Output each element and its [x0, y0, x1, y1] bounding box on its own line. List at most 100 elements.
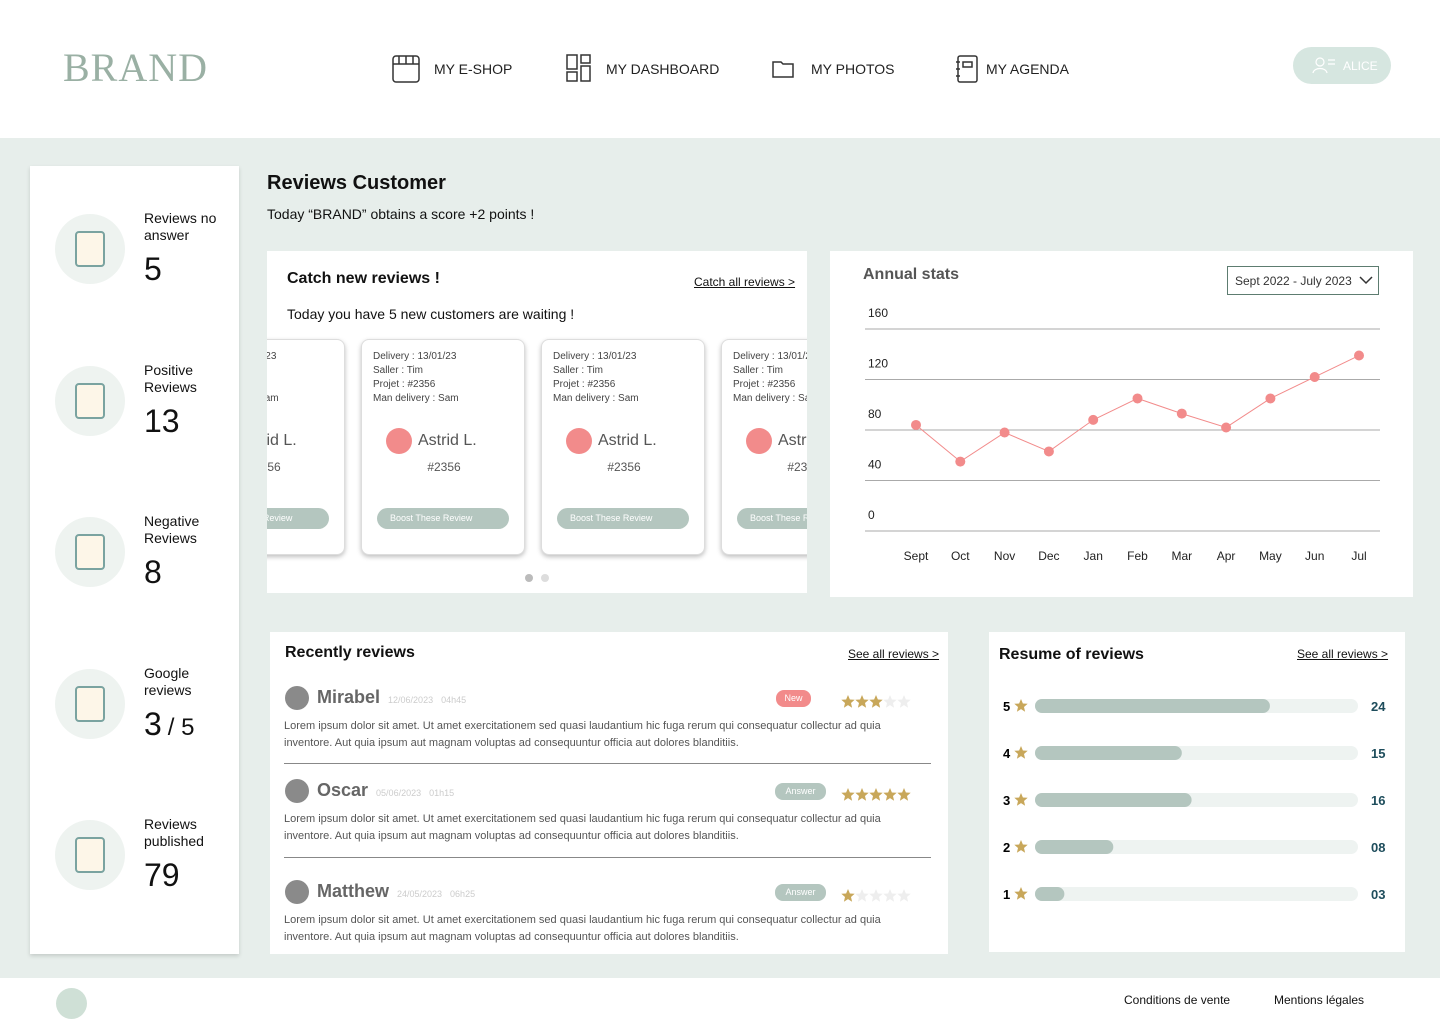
- resume-title: Resume of reviews: [999, 646, 1144, 663]
- resume-panel: [989, 632, 1405, 952]
- card-button[interactable]: Boost These Review: [737, 508, 807, 529]
- carousel-dot[interactable]: [525, 574, 533, 582]
- card-name: Astrid L.: [778, 432, 807, 449]
- separator: [284, 763, 931, 764]
- card-button[interactable]: Boost These Review: [557, 508, 689, 529]
- stat-label: Google reviews: [144, 664, 192, 698]
- card-button[interactable]: Boost These Review: [267, 508, 329, 529]
- review-time: 04h45: [441, 695, 467, 705]
- card-detail: Delivery : 13/01/23: [267, 351, 277, 362]
- stat-number: 13: [144, 402, 180, 439]
- card-name: Astrid L.: [418, 432, 477, 449]
- card-detail: Man delivery : Sam: [267, 393, 279, 404]
- resume-link[interactable]: See all reviews >: [1297, 647, 1389, 661]
- catch-panel: [267, 251, 807, 593]
- catch-link[interactable]: Catch all reviews >: [694, 275, 796, 289]
- stat-icon: [75, 685, 105, 722]
- range-text[interactable]: Sept 2022 - July 2023: [1235, 274, 1352, 288]
- recent-panel: [270, 632, 948, 954]
- card-id: #2356: [267, 460, 281, 474]
- brand[interactable]: BRAND: [63, 45, 209, 90]
- review-time: 06h25: [450, 889, 476, 899]
- review-badge: Answer: [775, 884, 826, 901]
- nav-item[interactable]: MY AGENDA: [986, 61, 1069, 77]
- stat-label: Reviews published: [144, 816, 204, 849]
- nav-item[interactable]: MY DASHBOARD: [606, 61, 720, 77]
- card-avatar: [386, 428, 412, 454]
- stat-value: 8: [144, 554, 162, 591]
- review-badge: Answer: [775, 783, 826, 800]
- reviewer-avatar: [285, 686, 309, 710]
- stat-value: 3/ 5: [144, 706, 194, 743]
- footer-link[interactable]: Mentions légales: [1274, 993, 1365, 1007]
- review-text: Lorem ipsum dolor sit amet. Ut amet exer…: [284, 914, 881, 943]
- header: [0, 0, 1440, 138]
- stat-suffix: / 5: [167, 713, 195, 741]
- carousel-dot[interactable]: [541, 574, 549, 582]
- stat-number: 8: [144, 554, 162, 590]
- card-name: Astrid L.: [598, 432, 657, 449]
- review-date: 12/06/2023: [388, 695, 434, 705]
- review-text: Lorem ipsum dolor sit amet. Ut amet exer…: [284, 720, 881, 749]
- cards-carousel: Delivery : 13/01/23 Saller : Tim Projet : …: [267, 330, 807, 570]
- catch-title: Catch new reviews !: [287, 270, 440, 287]
- stat-label: Positive Reviews: [144, 361, 197, 395]
- stat-label: Negative Reviews: [144, 513, 200, 546]
- card-avatar: [566, 428, 592, 454]
- footer-logo: [56, 988, 87, 1019]
- reviewer-name: Oscar: [317, 780, 369, 800]
- card-detail: Projet : #2356: [733, 379, 796, 390]
- card-avatar: [746, 428, 772, 454]
- card-detail: Delivery : 13/01/23: [553, 351, 637, 362]
- card-detail: Projet : #2356: [373, 379, 436, 390]
- footer: [0, 978, 1440, 1024]
- card-detail: Man delivery : Sam: [733, 393, 807, 404]
- card-detail: Man delivery : Sam: [553, 393, 639, 404]
- stat-value: 79: [144, 857, 180, 894]
- review-card: Delivery : 13/01/23 Saller : Tim Projet : …: [721, 339, 807, 555]
- review-badge: New: [776, 690, 811, 707]
- user-name[interactable]: ALICE: [1343, 59, 1378, 73]
- reviewer-avatar: [285, 779, 309, 803]
- card-name: Astrid L.: [267, 432, 297, 449]
- card-detail: Delivery : 13/01/23: [373, 351, 457, 362]
- stat-number: 5: [144, 251, 162, 287]
- stat-value: 13: [144, 403, 180, 440]
- reviewer-avatar: [285, 880, 309, 904]
- recent-link[interactable]: See all reviews >: [848, 647, 940, 661]
- card-id: #2356: [607, 460, 641, 474]
- stat-icon: [75, 534, 105, 570]
- reviewer-row: Oscar 05/06/2023 01h15: [317, 780, 454, 801]
- card-detail: Saller : Tim: [373, 365, 424, 376]
- card-detail: Saller : Tim: [733, 365, 784, 376]
- reviewer-name: Matthew: [317, 881, 389, 901]
- review-text: Lorem ipsum dolor sit amet. Ut amet exer…: [284, 813, 881, 842]
- nav-item[interactable]: MY PHOTOS: [811, 61, 895, 77]
- recent-title: Recently reviews: [285, 644, 415, 661]
- review-date: 05/06/2023: [376, 788, 422, 798]
- card-id: #2356: [787, 460, 807, 474]
- stat-icon: [75, 231, 105, 267]
- reviewer-row: Mirabel 12/06/2023 04h45: [317, 687, 466, 708]
- user-button[interactable]: [1293, 47, 1391, 84]
- card-button[interactable]: Boost These Review: [377, 508, 509, 529]
- stat-label: Reviews no answer: [144, 210, 217, 243]
- reviewer-row: Matthew 24/05/2023 06h25: [317, 881, 475, 902]
- stat-value: 5: [144, 251, 162, 288]
- separator: [284, 857, 931, 858]
- card-detail: Delivery : 13/01/23: [733, 351, 807, 362]
- nav-item[interactable]: MY E-SHOP: [434, 61, 513, 77]
- range-dropdown[interactable]: [1227, 266, 1379, 295]
- annual-panel: [830, 251, 1413, 597]
- catch-text: Today you have 5 new customers are waiti…: [287, 306, 575, 322]
- stat-number: 3: [144, 705, 162, 742]
- main-subtitle: Today “BRAND” obtains a score +2 points …: [267, 206, 535, 222]
- review-time: 01h15: [429, 788, 455, 798]
- stat-number: 79: [144, 857, 180, 893]
- card-id: #2356: [427, 460, 461, 474]
- main-title: Reviews Customer: [267, 172, 446, 194]
- footer-link[interactable]: Conditions de vente: [1124, 993, 1231, 1007]
